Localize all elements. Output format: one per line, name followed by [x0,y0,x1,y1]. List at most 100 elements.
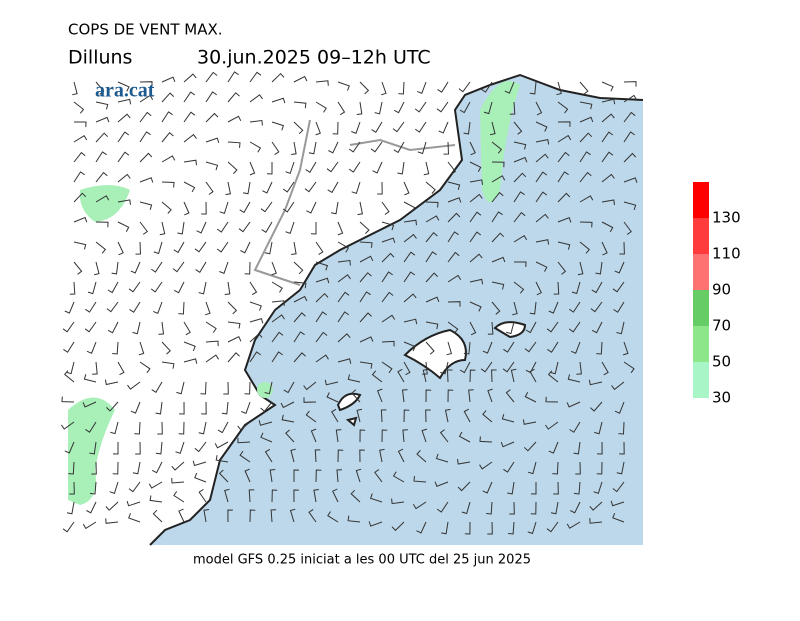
wind-barb [469,161,482,172]
wind-barb [249,71,262,83]
wind-barb [183,358,198,364]
wind-barb [326,392,339,403]
wind-barb [128,481,141,493]
wind-barb [392,121,405,133]
wind-barb [482,341,493,354]
wind-barb [290,448,296,463]
wind-barb [73,151,86,163]
wind-barb [239,450,251,463]
wind-barb [105,501,119,511]
wind-barb [157,421,163,435]
wind-barb [293,101,307,109]
wind-barb [425,341,435,355]
wind-barb [459,101,471,114]
wind-barb [328,141,339,154]
wind-barb [315,331,328,343]
wind-barb [479,436,493,443]
wind-barb [203,509,210,523]
wind-barb [381,221,395,231]
wind-barb [225,181,231,196]
wind-barb [237,437,251,444]
wind-barb [260,401,273,413]
wind-barb [117,361,125,376]
wind-barb [425,201,439,208]
wind-barb [201,201,207,215]
wind-barb [557,261,567,275]
wind-barb [196,221,207,234]
wind-barb [590,401,603,412]
wind-barb [359,429,366,443]
wind-barb [241,401,251,414]
wind-barb [66,361,75,375]
wind-barb [264,381,273,395]
wind-barb [249,141,262,153]
wind-barb [337,81,350,91]
wind-barb [513,156,528,163]
wind-barb [380,409,387,423]
wind-barb [575,461,581,475]
wind-barb [218,469,229,483]
wind-barb [469,179,483,185]
wind-barb [508,521,515,535]
wind-barb [529,301,537,315]
wind-barb [337,101,346,116]
wind-barb [205,181,214,195]
wind-barb [271,300,285,306]
wind-barb [513,281,525,294]
wind-barb [161,155,176,163]
wind-barb [355,468,362,483]
wind-barb [337,333,351,343]
wind-barb [117,151,130,163]
wind-barb [550,501,559,515]
wind-barb [623,81,637,87]
wind-barb [106,401,119,412]
wind-barb [557,217,572,223]
wind-barb [85,421,97,433]
wind-barb [505,389,515,403]
wind-barb [425,389,432,403]
wind-barb [82,401,97,408]
wind-barb [205,340,219,347]
wind-barb [258,420,273,426]
wind-barb [327,511,339,523]
wind-barb [401,389,408,403]
wind-barb [149,495,163,503]
wind-barb [530,501,537,515]
wind-barb [161,341,171,355]
wind-barb [397,368,405,383]
wind-barb [548,441,559,454]
wind-barb [611,381,625,391]
wind-barb [566,401,581,408]
wind-barb [74,121,87,128]
wind-barb [171,477,185,484]
wind-barb [331,201,339,215]
wind-barb [393,141,405,154]
wind-barb [413,476,427,483]
wind-barb [461,501,471,515]
wind-barb [535,213,549,223]
legend-swatch [693,182,709,218]
wind-barb [570,341,581,354]
wind-barb [183,201,190,216]
wind-barb [464,521,471,535]
legend-label: 130 [712,209,741,227]
wind-barb [227,115,242,123]
wind-barb [522,419,537,425]
wind-barb [356,408,363,423]
wind-barb [95,132,109,143]
wind-barb [194,472,207,483]
wind-barb [285,161,295,175]
wind-barb [579,116,594,123]
wind-barb [381,314,396,323]
legend-label: 90 [712,281,731,299]
wind-barb [403,271,416,283]
wind-barb [315,121,321,136]
wind-barb [282,181,295,193]
wind-barb [601,199,615,206]
wind-barb [86,501,97,514]
wind-barb [596,461,603,475]
wind-barb [444,408,451,423]
wind-barb [403,409,410,423]
wind-barb [195,261,207,273]
wind-barb [289,508,296,523]
